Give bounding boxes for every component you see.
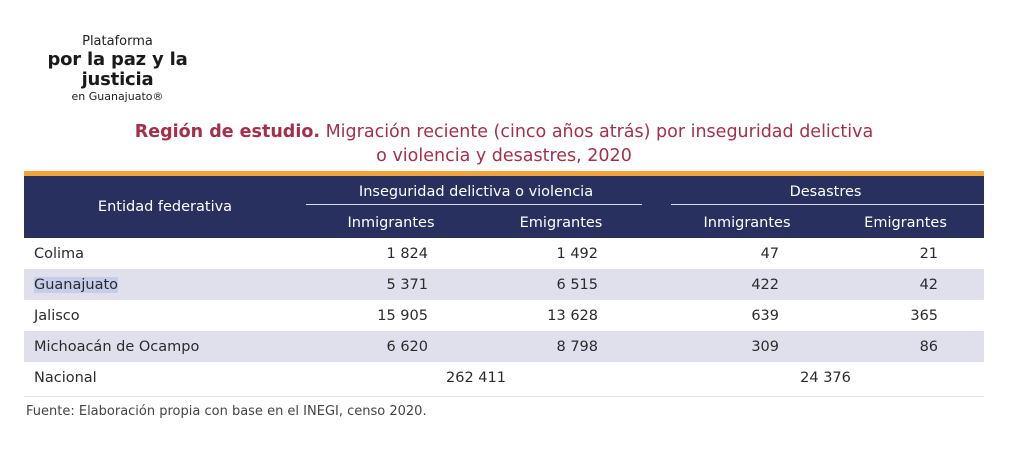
total-label: Nacional <box>24 362 306 393</box>
cell-spacer <box>646 331 668 362</box>
cell-value: 422 <box>667 269 828 300</box>
table-bottom-rule <box>24 396 984 397</box>
table-row: Guanajuato 5 371 6 515 422 42 <box>24 269 985 300</box>
group-header-violence: Inseguridad delictiva o violencia <box>306 176 647 208</box>
entity-name: Colima <box>24 238 306 269</box>
group-header-disasters: Desastres <box>667 176 985 208</box>
table-title: Región de estudio. Migración reciente (c… <box>24 120 984 168</box>
cell-value: 6 620 <box>306 331 476 362</box>
total-disasters: 24 376 <box>667 362 985 393</box>
cell-spacer <box>646 238 668 269</box>
cell-value: 1 492 <box>476 238 647 269</box>
cell-value: 639 <box>667 300 828 331</box>
title-rest: Migración reciente (cinco años atrás) po… <box>325 122 874 142</box>
table-accent-bar <box>24 171 984 176</box>
logo-line-1: Plataforma <box>82 34 153 49</box>
source-note: Fuente: Elaboración propia con base en e… <box>26 404 427 419</box>
title-line-2: o violencia y desastres, 2020 <box>376 146 632 166</box>
cell-value: 1 824 <box>306 238 476 269</box>
table-row: Jalisco 15 905 13 628 639 365 <box>24 300 985 331</box>
cell-spacer <box>646 300 668 331</box>
cell-value: 13 628 <box>476 300 647 331</box>
group-label-violence: Inseguridad delictiva o violencia <box>358 184 594 200</box>
cell-value: 8 798 <box>476 331 647 362</box>
cell-value: 365 <box>827 300 985 331</box>
logo-line-2: por la paz y la justicia <box>47 49 188 90</box>
cell-spacer <box>646 362 668 393</box>
group-rule-disasters <box>671 204 985 205</box>
cell-value: 5 371 <box>306 269 476 300</box>
group-label-disasters: Desastres <box>789 184 862 200</box>
header-spacer <box>646 176 668 238</box>
cell-value: 86 <box>827 331 985 362</box>
entity-name: Michoacán de Ocampo <box>24 331 306 362</box>
cell-value: 47 <box>667 238 828 269</box>
cell-value: 309 <box>667 331 828 362</box>
entity-name-cell: Guanajuato <box>24 269 306 300</box>
subheader-emigrants-violence: Emigrantes <box>476 208 647 238</box>
logo-line-3: en Guanajuato® <box>71 90 164 103</box>
subheader-immigrants-disasters: Inmigrantes <box>667 208 828 238</box>
cell-value: 42 <box>827 269 985 300</box>
cell-value: 21 <box>827 238 985 269</box>
cell-value: 15 905 <box>306 300 476 331</box>
entity-column-header: Entidad federativa <box>24 176 306 238</box>
entity-name-highlighted[interactable]: Guanajuato <box>34 276 119 293</box>
cell-spacer <box>646 269 668 300</box>
table-row: Colima 1 824 1 492 47 21 <box>24 238 985 269</box>
total-violence: 262 411 <box>306 362 647 393</box>
migration-table: Entidad federativa Inseguridad delictiva… <box>24 176 985 393</box>
cell-value: 6 515 <box>476 269 647 300</box>
subheader-emigrants-disasters: Emigrantes <box>827 208 985 238</box>
title-bold: Región de estudio. <box>134 122 320 142</box>
brand-logo: Plataforma por la paz y la justicia en G… <box>10 34 225 104</box>
entity-name: Jalisco <box>24 300 306 331</box>
table-total-row: Nacional 262 411 24 376 <box>24 362 985 393</box>
subheader-immigrants-violence: Inmigrantes <box>306 208 476 238</box>
table-row: Michoacán de Ocampo 6 620 8 798 309 86 <box>24 331 985 362</box>
group-rule-violence <box>306 204 643 205</box>
